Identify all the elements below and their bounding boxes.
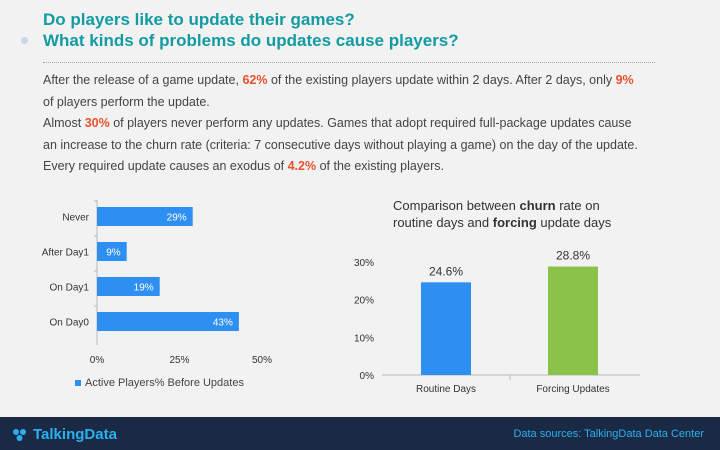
- bar: [97, 207, 193, 226]
- right-chart-title: Comparison between churn rate on routine…: [393, 197, 611, 231]
- category-label: After Day1: [42, 248, 90, 259]
- paragraph-1: After the release of a game update, 62% …: [43, 70, 673, 92]
- text-run: of the existing players update within 2 …: [267, 73, 616, 87]
- text-run: of the existing players.: [316, 159, 444, 174]
- y-tick-label: 10%: [354, 333, 374, 344]
- talkingdata-logo: TalkingData: [12, 426, 117, 443]
- text-run: After the release of a game update,: [43, 73, 243, 87]
- paragraph-2: of players perform the update.: [43, 94, 210, 109]
- category-label: Never: [62, 213, 89, 224]
- text-run: Comparison between: [393, 198, 520, 213]
- highlight-4-2: 4.2%: [287, 159, 317, 174]
- text-run: Almost: [43, 116, 85, 131]
- data-label: 19%: [134, 283, 154, 294]
- data-label: 29%: [167, 213, 187, 224]
- y-tick-label: 20%: [354, 296, 374, 307]
- bar: [97, 277, 160, 296]
- text-run: rate on: [555, 198, 600, 213]
- right-chart-title-line-2: routine days and forcing update days: [393, 214, 611, 231]
- text-run: update days: [536, 215, 612, 230]
- text-run: of players never perform any updates. Ga…: [109, 116, 632, 131]
- body-text: After the release of a game update, 62% …: [43, 70, 673, 178]
- title-bullet: [21, 37, 28, 44]
- left-bar-chart: Never 29% After Day1 9% On Day1 19% On Day0 43%…: [42, 200, 272, 366]
- category-label: Routine Days: [416, 384, 476, 395]
- title-divider: [43, 62, 655, 63]
- x-tick-label: 0%: [90, 355, 105, 366]
- x-tick-label: 50%: [252, 355, 272, 366]
- footer-bar: TalkingData Data sources: TalkingData Da…: [0, 417, 720, 450]
- bar: [97, 242, 127, 261]
- right-chart-title-line-1: Comparison between churn rate on: [393, 197, 611, 214]
- text-run-bold: churn: [519, 198, 556, 213]
- legend-swatch: [75, 380, 81, 387]
- text-run: routine days and: [393, 215, 493, 230]
- text-run: Every required update causes an exodus o…: [43, 159, 288, 174]
- data-label: 28.8%: [556, 249, 590, 263]
- y-tick-label: 30%: [354, 258, 374, 269]
- logo-text: TalkingData: [33, 426, 117, 443]
- bar: [421, 282, 471, 375]
- logo-icon: [13, 429, 26, 442]
- bar: [97, 312, 239, 331]
- highlight-9: 9%: [615, 73, 634, 87]
- left-chart-legend: Active Players% Before Updates: [75, 377, 244, 389]
- data-label: 43%: [213, 318, 233, 329]
- y-tick-label: 0%: [360, 371, 375, 382]
- highlight-30: 30%: [84, 116, 110, 131]
- right-bar-chart: 0% 10% 20% 30% 24.6% Routine Days 28.8% Forcing…: [354, 249, 640, 395]
- highlight-62: 62%: [242, 73, 268, 87]
- category-label: On Day0: [50, 318, 90, 329]
- category-label: Forcing Updates: [536, 384, 609, 395]
- data-label: 9%: [106, 248, 121, 259]
- bar: [548, 266, 598, 375]
- paragraph-3: Almost 30% of players never perform any …: [43, 113, 673, 135]
- title-line-1: Do players like to update their games?: [43, 10, 355, 29]
- text-run-bold: forcing: [492, 215, 537, 230]
- category-label: On Day1: [50, 283, 90, 294]
- x-tick-label: 25%: [169, 355, 189, 366]
- paragraph-5: Every required update causes an exodus o…: [43, 156, 673, 178]
- page-title: Do players like to update their games? W…: [43, 9, 459, 51]
- data-label: 24.6%: [429, 264, 463, 278]
- data-source: Data sources: TalkingData Data Center: [513, 428, 704, 440]
- paragraph-4: an increase to the churn rate (criteria:…: [43, 137, 638, 152]
- legend-label: Active Players% Before Updates: [85, 377, 244, 389]
- title-line-2: What kinds of problems do updates cause …: [43, 31, 459, 50]
